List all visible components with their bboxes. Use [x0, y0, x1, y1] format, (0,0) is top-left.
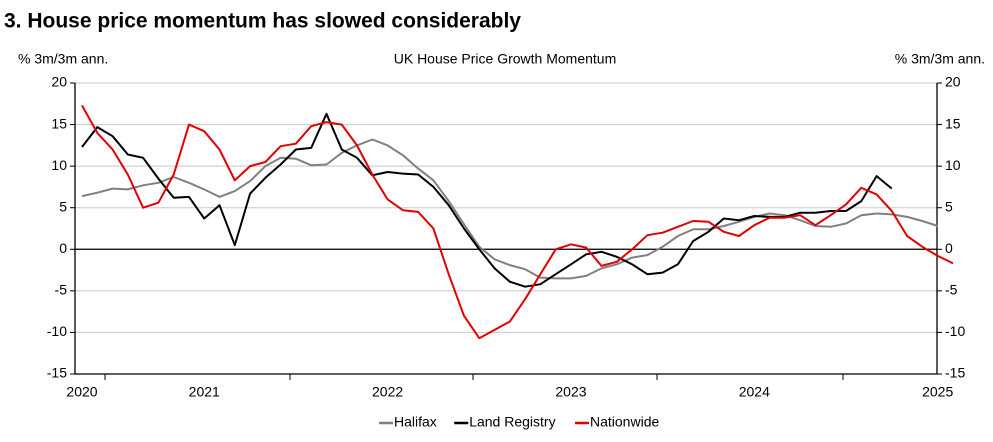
chart-title: UK House Price Growth Momentum: [394, 51, 617, 67]
y2-tick-label: 10: [945, 157, 961, 173]
y-tick-label: 5: [59, 198, 67, 214]
x-tick-label: 2023: [555, 384, 586, 400]
y-tick-label: 0: [59, 240, 67, 256]
y2-tick-label: -5: [945, 282, 958, 298]
series-line: [81, 138, 939, 280]
y-tick-label: -15: [47, 365, 67, 381]
legend-label: Nationwide: [590, 414, 659, 430]
year-ticks: [104, 374, 844, 380]
y2-tick-label: -10: [945, 323, 965, 339]
x-tick-label: 2025: [922, 384, 953, 400]
x-tick-label: 2024: [739, 384, 770, 400]
y-tick-label: 20: [51, 74, 67, 90]
y2-tick-label: -15: [945, 365, 965, 381]
y2-axis-label: % 3m/3m ann.: [895, 51, 985, 67]
y2-tick-label: 0: [945, 240, 953, 256]
y2-tick-label: 5: [945, 198, 953, 214]
x-tick-label: 2021: [189, 384, 220, 400]
y-tick-label: 15: [51, 115, 67, 131]
series-line: [81, 112, 893, 288]
legend-label: Halifax: [394, 414, 437, 430]
series-line: [81, 104, 954, 340]
y2-tick-label: 15: [945, 115, 961, 131]
y-tick-label: 10: [51, 157, 67, 173]
x-tick-label: 2020: [66, 384, 97, 400]
page-heading: 3. House price momentum has slowed consi…: [4, 10, 521, 33]
legend-label: Land Registry: [469, 414, 555, 430]
y2-tick-label: 20: [945, 74, 961, 90]
x-tick-label: 2022: [372, 384, 403, 400]
y-tick-label: -5: [55, 282, 68, 298]
y-tick-label: -10: [47, 323, 67, 339]
y-axis-label: % 3m/3m ann.: [18, 51, 108, 67]
